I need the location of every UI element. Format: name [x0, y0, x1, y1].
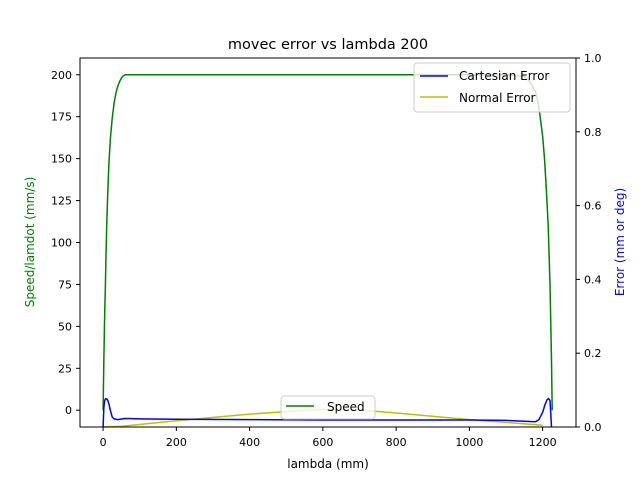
- legend-lower-box: [280, 395, 376, 420]
- y-left-tick-label: 125: [51, 195, 72, 208]
- x-tick-label: 1000: [455, 436, 483, 449]
- y-axis-right: 0.0 0.2 0.4 0.6 0.8 1.0: [576, 52, 602, 434]
- y-left-tick-label: 0: [65, 404, 72, 417]
- x-tick-label: 800: [386, 436, 407, 449]
- x-axis-label: lambda (mm): [287, 457, 369, 471]
- y-right-tick-label: 0.4: [584, 273, 602, 286]
- chart-title: movec error vs lambda 200: [228, 37, 428, 53]
- y-right-tick-label: 0.2: [584, 347, 602, 360]
- series-line-cartesian-error: [102, 397, 553, 428]
- y-right-tick-label: 0.8: [584, 126, 602, 139]
- legend-upper: Cartesian Error Normal Error: [413, 62, 571, 113]
- x-tick-label: 600: [312, 436, 333, 449]
- y-left-tick-label: 25: [58, 362, 72, 375]
- y-left-tick-label: 100: [51, 237, 72, 250]
- y-left-tick-label: 150: [51, 153, 72, 166]
- y-axis-right-label: Error (mm or deg): [613, 188, 627, 296]
- x-axis: 0 200 400 600 800 1000 1200: [100, 427, 557, 449]
- legend-upper-box: [413, 62, 571, 113]
- x-tick-label: 0: [100, 436, 107, 449]
- legend-speed-label: Speed: [327, 400, 365, 414]
- x-tick-label: 1200: [529, 436, 557, 449]
- legend-normal-label: Normal Error: [459, 91, 536, 105]
- y-axis-left: 0 25 50 75 100 125 150 175 200: [51, 69, 80, 417]
- y-left-tick-label: 175: [51, 111, 72, 124]
- y-right-tick-label: 0.6: [584, 200, 602, 213]
- x-tick-label: 200: [166, 436, 187, 449]
- y-left-tick-label: 200: [51, 69, 72, 82]
- legend-lower: Speed: [280, 395, 376, 420]
- series-line-speed: [102, 74, 553, 411]
- y-left-tick-label: 75: [58, 278, 72, 291]
- y-left-tick-label: 50: [58, 320, 72, 333]
- y-axis-left-label: Speed/lamdot (mm/s): [23, 177, 37, 308]
- y-right-tick-label: 1.0: [584, 52, 602, 65]
- legend-cartesian-label: Cartesian Error: [459, 69, 549, 83]
- y-right-tick-label: 0.0: [584, 421, 602, 434]
- x-tick-label: 400: [239, 436, 260, 449]
